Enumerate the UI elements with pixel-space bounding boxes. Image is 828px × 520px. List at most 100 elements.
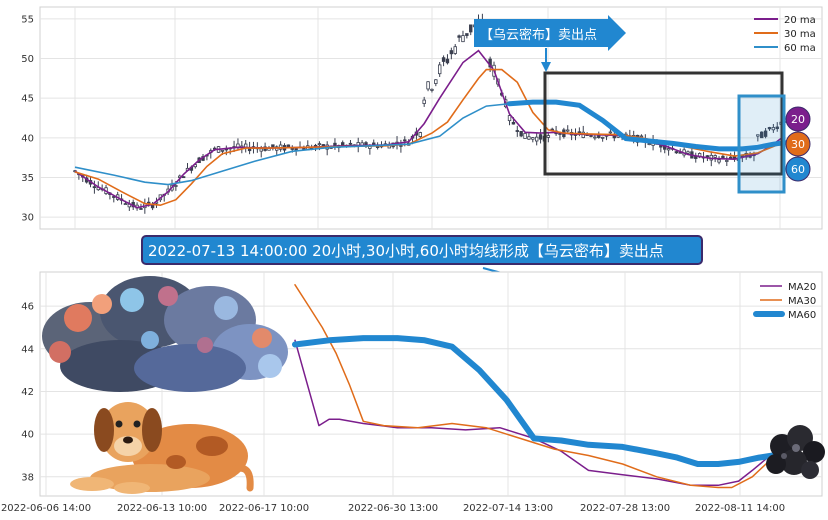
candle-body: [372, 142, 376, 145]
candle-body: [597, 135, 601, 139]
top-y-tick-label: 35: [21, 173, 34, 184]
bottom-grid: [40, 272, 822, 496]
dark-cloud-zone-box: [543, 71, 784, 176]
candle-body: [577, 131, 582, 134]
candle-body: [507, 115, 512, 122]
badge-60: 60: [785, 156, 811, 182]
bottom-x-tick-label: 2022-07-28 13:00: [580, 503, 670, 514]
top-ma-lines: [74, 49, 788, 209]
bottom-x-tick-label: 2022-08-11 14:00: [695, 503, 785, 514]
candle-body: [457, 35, 461, 38]
bottom-line-ma60: [292, 335, 786, 467]
bottom-x-tick-label: 2022-06-06 14:00: [1, 503, 91, 514]
candle-body: [430, 88, 434, 91]
top-legend: 20 ma 30 ma 60 ma: [754, 15, 816, 54]
bottom-x-tick-label: 2022-07-14 13:00: [463, 503, 553, 514]
title-banner: 2022-07-13 14:00:00 20小时,30小时,60小时均线形成【乌…: [141, 235, 703, 285]
legend-label-ma60: MA60: [788, 310, 816, 321]
bottom-ma-panel: 38 40 42 44 46 2022-06-06 14:00 2022-06-13 10…: [1, 271, 825, 514]
candle-body: [348, 142, 353, 145]
dog-illustration: [70, 402, 254, 494]
candle-body: [589, 135, 593, 137]
top-60ma-highlight: [507, 99, 788, 152]
bottom-x-tick-label: 2022-06-13 10:00: [117, 503, 207, 514]
badge-60-circle: [785, 156, 811, 182]
candle-body: [259, 148, 263, 152]
candle-body: [531, 137, 535, 140]
legend-label-30ma: 30 ma: [784, 29, 816, 40]
candle-body: [515, 130, 519, 132]
bottom-x-tick-label: 2022-06-30 13:00: [348, 503, 438, 514]
candle-body: [174, 185, 178, 187]
legend-label-60ma: 60 ma: [784, 43, 816, 54]
candle-body: [333, 142, 337, 146]
candle-body: [147, 201, 151, 204]
candle-body: [469, 24, 473, 33]
top-y-tick-label: 50: [21, 54, 34, 65]
candle-body: [546, 135, 551, 138]
legend-label-ma30: MA30: [788, 296, 816, 307]
candle-body: [639, 135, 644, 138]
candle-body: [403, 139, 407, 142]
title-banner-box: [141, 235, 703, 265]
candle-body: [666, 148, 671, 151]
recent-zone-box: [737, 94, 786, 194]
candle-body: [775, 126, 779, 130]
bottom-ma-lines: [292, 284, 786, 489]
bottom-line-ma20: [294, 339, 784, 487]
candle-body: [139, 208, 143, 210]
candle-body: [461, 35, 465, 43]
candle-body: [534, 136, 539, 142]
badge-30-circle: [785, 131, 811, 157]
candle-body: [771, 127, 776, 131]
candle-body: [434, 79, 438, 84]
candle-body: [437, 64, 442, 75]
sell-point-callout-text: 【乌云密布】卖出点: [480, 27, 597, 43]
candle-body: [92, 186, 97, 189]
top-y-tick-label: 55: [21, 14, 34, 25]
title-banner-text: 2022-07-13 14:00:00 20小时,30小时,60小时均线形成【乌…: [148, 242, 664, 260]
bottom-line-ma30: [294, 284, 784, 489]
top-y-tick-labels: 30 35 40 45 50 55: [21, 14, 34, 223]
candle-body: [566, 129, 570, 132]
candle-body: [181, 176, 186, 179]
candle-body: [763, 130, 768, 137]
candle-body: [760, 131, 764, 139]
badge-30-label: 30: [791, 138, 805, 151]
badge-30: 30: [785, 131, 811, 157]
top-y-tick-label: 40: [21, 133, 34, 144]
bottom-y-tick-label: 40: [21, 430, 34, 441]
candle-body: [523, 133, 527, 139]
top-plot-frame: [39, 6, 823, 230]
badge-20-label: 20: [791, 113, 805, 126]
candle-body: [465, 33, 469, 36]
candle-body: [538, 134, 543, 140]
candle-body: [728, 156, 733, 159]
candle-body: [317, 143, 322, 146]
candle-body: [418, 132, 423, 137]
candle-body: [302, 147, 306, 150]
candle-body: [426, 81, 430, 90]
badge-20-circle: [785, 106, 811, 132]
bottom-y-tick-labels: 38 40 42 44 46: [21, 302, 34, 484]
candle-body: [767, 127, 772, 130]
top-y-tick-label: 30: [21, 213, 34, 224]
bottom-y-tick-label: 46: [21, 302, 34, 313]
sell-point-callout: 【乌云密布】卖出点: [474, 15, 626, 72]
legend-label-20ma: 20 ma: [784, 15, 816, 26]
top-y-tick-label: 45: [21, 94, 34, 105]
candle-body: [593, 136, 597, 139]
candle-body: [422, 99, 426, 104]
bottom-legend: MA20 MA30 MA60: [753, 282, 816, 321]
dark-cloud-icon: [766, 425, 825, 479]
candle-body: [453, 46, 457, 54]
top-line-20ma: [74, 49, 786, 209]
bottom-y-tick-label: 42: [21, 387, 34, 398]
candle-body: [558, 133, 562, 135]
candle-body: [713, 155, 717, 158]
candle-body: [449, 50, 454, 55]
candle-body: [725, 160, 729, 162]
candle-body: [511, 121, 516, 125]
candle-body: [717, 159, 721, 163]
